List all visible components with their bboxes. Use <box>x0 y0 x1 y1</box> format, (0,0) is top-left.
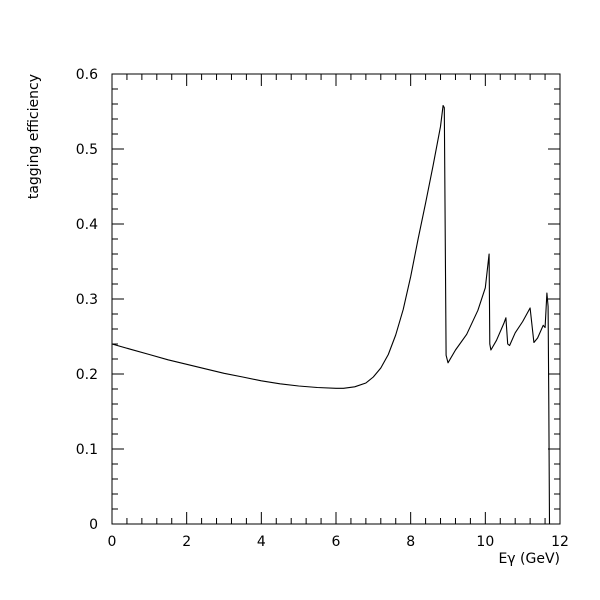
y-tick-label: 0.4 <box>76 217 98 233</box>
y-axis-ticks: 0 0.1 0.2 0.3 0.4 0.5 0.6 <box>76 67 560 533</box>
x-tick-label: 0 <box>108 534 117 550</box>
y-tick-label: 0.3 <box>76 292 98 308</box>
x-tick-label: 6 <box>332 534 341 550</box>
y-tick-label: 0.1 <box>76 442 98 458</box>
y-tick-label: 0.2 <box>76 367 98 383</box>
x-tick-label: 12 <box>551 534 569 550</box>
y-tick-label: 0.6 <box>76 67 98 83</box>
y-axis-label: tagging efficiency <box>26 74 42 199</box>
x-tick-label: 4 <box>257 534 266 550</box>
x-axis-label: Eγ (GeV) <box>498 551 560 567</box>
series-line <box>111 104 551 525</box>
x-tick-label: 2 <box>182 534 191 550</box>
plot-frame <box>111 73 561 525</box>
x-axis-ticks: 0 2 4 6 8 10 12 <box>108 74 569 550</box>
x-tick-label: 10 <box>476 534 494 550</box>
series-layer <box>111 104 551 525</box>
y-tick-label: 0.5 <box>76 142 98 158</box>
y-tick-label: 0 <box>89 517 98 533</box>
x-tick-label: 8 <box>406 534 415 550</box>
